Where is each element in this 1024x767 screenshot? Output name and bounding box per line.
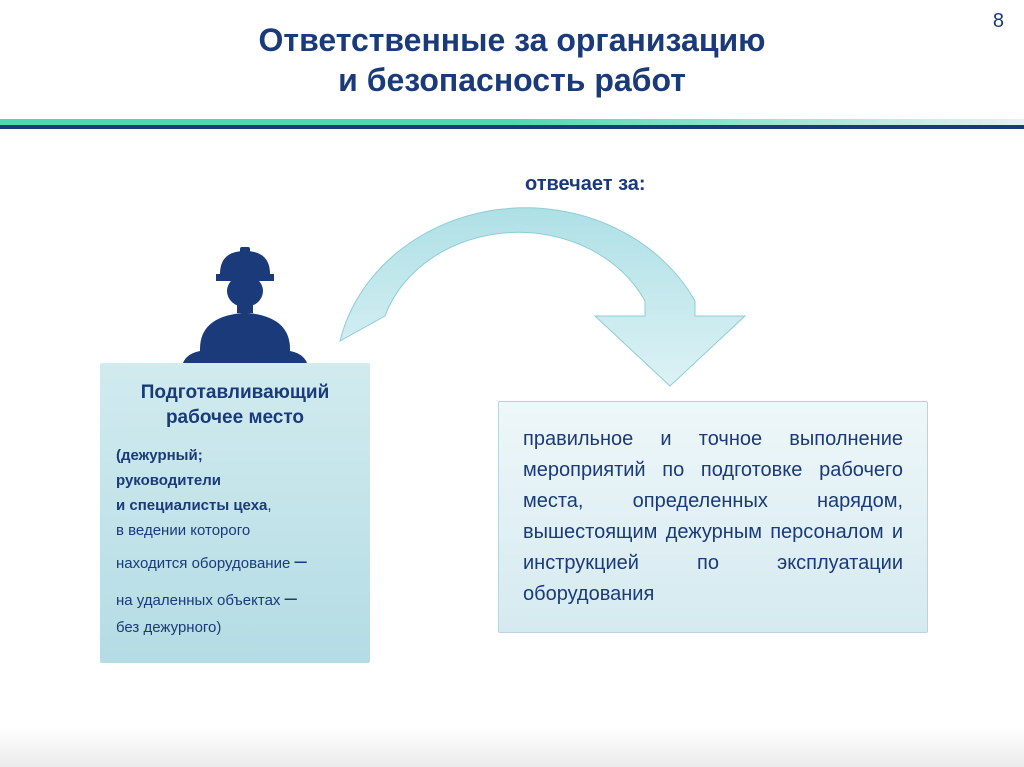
title-line-2: и безопасность работ <box>338 62 686 98</box>
content-area: отвечает за: Подготавливающий <box>0 141 1024 741</box>
divider <box>0 119 1024 141</box>
page-title: Ответственные за организацию и безопасно… <box>0 0 1024 115</box>
lb-dash1: – <box>294 548 306 573</box>
divider-blue <box>0 125 1024 129</box>
left-title-1: Подготавливающий <box>141 382 330 403</box>
lb-p6a: на удаленных объектах <box>116 592 280 609</box>
lb-p3t: , <box>267 497 271 514</box>
right-box: правильное и точное выполнение мероприят… <box>498 401 928 633</box>
arrow-label: отвечает за: <box>525 173 646 196</box>
left-box: Подготавливающий рабочее место (дежурный… <box>100 363 370 663</box>
left-box-title: Подготавливающий рабочее место <box>116 381 354 430</box>
lb-dash2: – <box>285 585 297 610</box>
left-title-2: рабочее место <box>166 407 304 428</box>
curved-arrow: отвечает за: <box>330 151 750 361</box>
title-line-1: Ответственные за организацию <box>259 22 766 58</box>
lb-p5a: находится оборудование <box>116 555 290 572</box>
lb-p7: без дежурного) <box>116 619 221 636</box>
arrow-shape <box>340 208 745 386</box>
lb-p3: и специалисты цеха <box>116 497 267 514</box>
lb-p1: (дежурный; <box>116 447 203 464</box>
left-box-body: (дежурный; руководители и специалисты це… <box>116 444 354 640</box>
bottom-shade <box>0 727 1024 767</box>
right-box-body: правильное и точное выполнение мероприят… <box>523 424 903 610</box>
lb-p4: в ведении которого <box>116 522 250 539</box>
lb-p2: руководители <box>116 472 221 489</box>
page-number: 8 <box>993 10 1004 33</box>
